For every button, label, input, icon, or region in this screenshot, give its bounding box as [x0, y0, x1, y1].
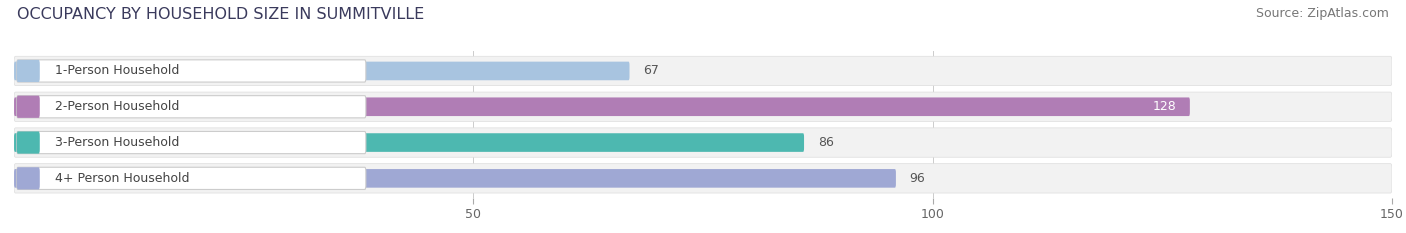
FancyBboxPatch shape — [17, 131, 366, 154]
FancyBboxPatch shape — [17, 167, 39, 189]
Text: 4+ Person Household: 4+ Person Household — [55, 172, 190, 185]
FancyBboxPatch shape — [14, 56, 1392, 86]
FancyBboxPatch shape — [14, 97, 1189, 116]
Text: 2-Person Household: 2-Person Household — [55, 100, 180, 113]
FancyBboxPatch shape — [14, 164, 1392, 193]
Text: Source: ZipAtlas.com: Source: ZipAtlas.com — [1256, 7, 1389, 20]
FancyBboxPatch shape — [14, 92, 1392, 121]
FancyBboxPatch shape — [14, 62, 630, 80]
Text: OCCUPANCY BY HOUSEHOLD SIZE IN SUMMITVILLE: OCCUPANCY BY HOUSEHOLD SIZE IN SUMMITVIL… — [17, 7, 425, 22]
Text: 96: 96 — [910, 172, 925, 185]
Text: 128: 128 — [1153, 100, 1175, 113]
FancyBboxPatch shape — [17, 60, 366, 82]
FancyBboxPatch shape — [17, 131, 39, 154]
FancyBboxPatch shape — [17, 96, 39, 118]
Text: 86: 86 — [818, 136, 834, 149]
FancyBboxPatch shape — [14, 133, 804, 152]
FancyBboxPatch shape — [14, 128, 1392, 157]
FancyBboxPatch shape — [17, 167, 366, 189]
FancyBboxPatch shape — [17, 96, 366, 118]
Text: 3-Person Household: 3-Person Household — [55, 136, 180, 149]
FancyBboxPatch shape — [17, 60, 39, 82]
FancyBboxPatch shape — [14, 169, 896, 188]
Text: 1-Person Household: 1-Person Household — [55, 65, 180, 77]
Text: 67: 67 — [644, 65, 659, 77]
